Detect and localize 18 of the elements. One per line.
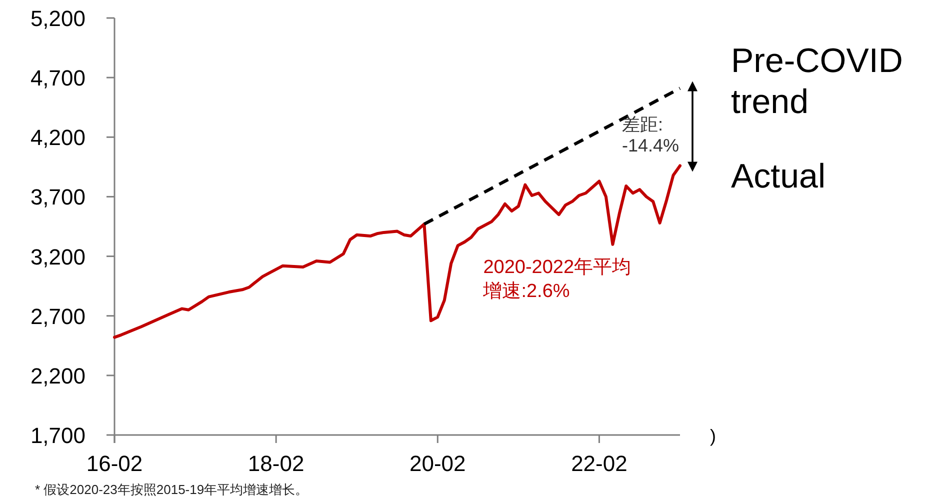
x-tick-label: 16-02 (86, 451, 143, 476)
x-tick-label: 18-02 (248, 451, 304, 476)
legend: Pre-COVID trend Actual (731, 42, 903, 196)
y-tick-label: 1,700 (30, 423, 86, 448)
y-tick-label: 3,700 (30, 184, 86, 210)
text: * 假设2020-23年按照2015-19年平均增速增长。 (35, 482, 308, 497)
annotation: 2020-2022年平均增速:2.6% (482, 257, 632, 302)
y-tick-label: 2,700 (30, 304, 86, 329)
line-series (113, 164, 682, 339)
y-tick-label: 3,200 (30, 244, 86, 270)
text: ) (710, 426, 716, 446)
x-tick-label: 20-02 (410, 451, 466, 476)
y-tick-label: 5,200 (30, 6, 86, 31)
annotation: 差距: -14.4% (622, 114, 680, 156)
y-tick-label: 4,700 (30, 66, 86, 91)
y-tick-label: 2,200 (30, 363, 86, 388)
y-tick-label: 4,200 (30, 125, 86, 150)
x-tick-label: 22-02 (571, 451, 628, 476)
